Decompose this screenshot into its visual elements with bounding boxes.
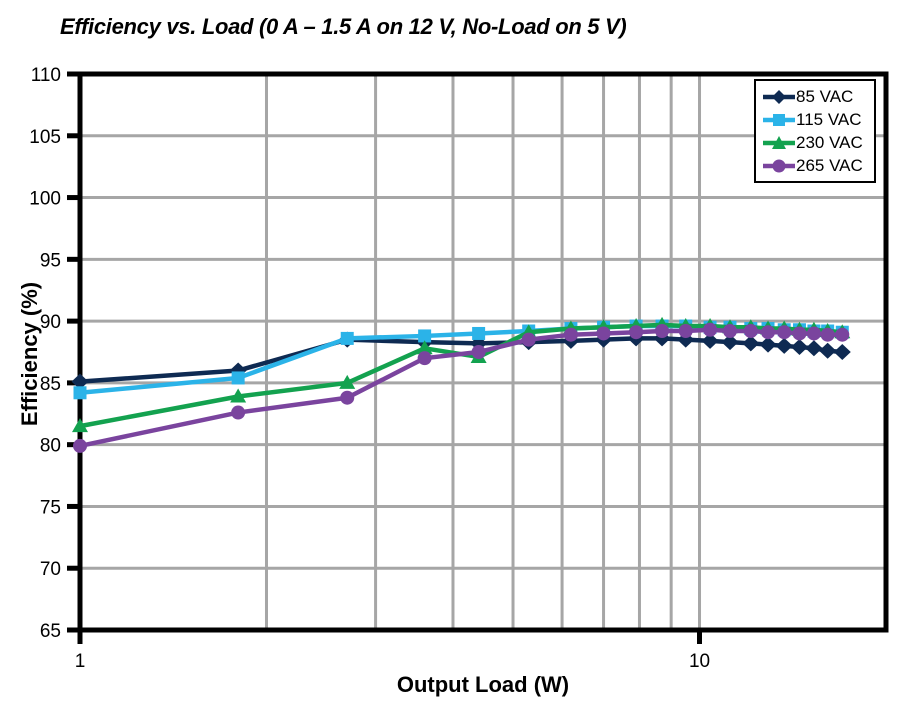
series-265-vac-marker [521, 332, 536, 347]
series-265-vac-marker [743, 323, 758, 338]
265-vac-legend-swatch-icon [763, 159, 795, 172]
legend: 85 VAC 115 VAC 230 VAC 265 VAC [754, 79, 876, 183]
series-85-vac-marker [819, 342, 837, 359]
chart-title: Efficiency vs. Load (0 A – 1.5 A on 12 V… [60, 14, 627, 39]
series-85-vac-marker [759, 336, 777, 353]
85-vac-legend-swatch-icon [763, 89, 795, 104]
legend-item-230-vac: 230 VAC [762, 131, 871, 154]
series-85-vac-marker [833, 344, 851, 360]
legend-item-115-vac: 115 VAC [762, 108, 871, 131]
y-tick-label: 110 [31, 65, 61, 86]
series-265-vac-marker [417, 351, 432, 366]
legend-item-265-vac: 265 VAC [762, 154, 871, 177]
series-230-vac-marker [339, 374, 356, 389]
series-265-vac-marker [806, 326, 821, 341]
y-tick-label: 65 [40, 621, 61, 642]
series-265-vac-marker [231, 405, 246, 420]
series-265-vac-marker [761, 325, 776, 340]
series-115-vac-marker [418, 329, 432, 343]
y-tick-label: 85 [40, 374, 61, 395]
legend-item-85-vac: 85 VAC [762, 85, 871, 108]
series-85-vac-marker [790, 339, 808, 356]
series-85-vac-marker [775, 337, 793, 354]
series-85-vac-marker [742, 335, 760, 352]
series-265-vac-marker [73, 438, 87, 453]
series-115-vac-marker [472, 326, 486, 340]
series-265-vac-marker [777, 325, 792, 340]
legend-label-85-vac: 85 VAC [796, 86, 854, 106]
y-tick-label: 80 [40, 436, 61, 457]
plot-border [77, 71, 889, 633]
series-85-vac-marker [805, 340, 823, 357]
series-265-vac-marker [596, 326, 611, 341]
series-115-vac-marker [231, 371, 245, 385]
series-230-vac-marker [72, 418, 88, 433]
series-265-vac-marker [629, 325, 644, 340]
series-265-vac-marker [340, 390, 355, 405]
x-tick-label: 10 [689, 651, 710, 672]
series-265-vac-marker [820, 327, 835, 342]
230-vac-legend-swatch-icon [763, 135, 795, 149]
y-axis-title: Efficiency (%) [17, 281, 42, 427]
y-tick-label: 75 [40, 497, 61, 518]
y-tick-label: 100 [29, 189, 61, 210]
series-265-vac-marker [723, 323, 738, 338]
y-tick-label: 105 [29, 127, 61, 148]
series-230-vac-marker [230, 388, 247, 403]
legend-label-115-vac: 115 VAC [796, 109, 862, 129]
series-265-vac-marker [703, 322, 718, 337]
series-265-vac-marker [792, 326, 807, 341]
x-axis-title: Output Load (W) [396, 672, 570, 697]
y-tick-label: 70 [40, 559, 61, 580]
x-tick-label: 1 [75, 651, 86, 672]
115-vac-legend-swatch-icon [763, 113, 795, 126]
series-265-vac-marker [563, 327, 578, 342]
series-265-vac-marker [835, 327, 850, 342]
series-265-vac-marker [655, 323, 670, 338]
series-85-vac-marker [71, 373, 89, 390]
y-tick-label: 95 [40, 250, 61, 271]
y-tick-label: 90 [40, 312, 61, 333]
legend-label-265-vac: 265 VAC [796, 155, 863, 175]
series-85-vac-marker [721, 334, 739, 351]
series-85-vac-marker [701, 332, 719, 349]
series-265-vac-marker [678, 323, 693, 338]
series-265-vac-marker [471, 345, 486, 359]
legend-label-230-vac: 230 VAC [796, 132, 863, 152]
series-115-vac-marker [340, 331, 354, 345]
series-230-vac-marker [416, 340, 433, 355]
series-115-vac-marker [73, 386, 87, 400]
